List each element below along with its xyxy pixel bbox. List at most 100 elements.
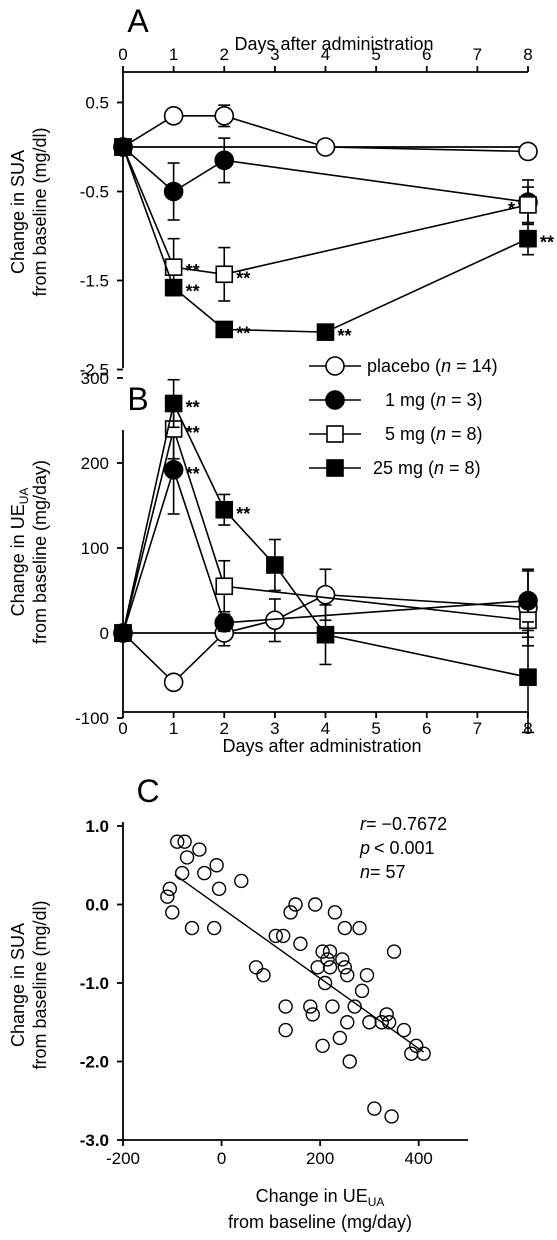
stat-p-value: < 0.001	[374, 838, 435, 858]
x-tick-label: 4	[321, 719, 330, 738]
legend-item-placebo: placebo (n = 14)	[309, 356, 498, 376]
marker-25mg	[215, 500, 234, 519]
scatter-point	[234, 873, 249, 889]
series-line-1mg	[122, 467, 529, 634]
marker-25mg	[316, 323, 335, 341]
significance-mark: **	[236, 504, 250, 524]
marker-1mg	[163, 459, 184, 480]
scatter-point	[209, 858, 224, 873]
x-tick-label: 6	[422, 45, 431, 64]
x-tick-label: 0	[217, 1149, 226, 1168]
scatter-point	[162, 881, 178, 896]
scatter-point	[381, 1015, 397, 1030]
stat-r: r= −0.7672	[360, 814, 447, 834]
legend-marker	[326, 425, 344, 443]
scatter-point	[268, 928, 283, 944]
x-tick-label: -200	[106, 1149, 140, 1168]
marker-25mg	[519, 229, 537, 248]
significance-mark: **	[186, 423, 200, 443]
x-tick-label: 400	[405, 1149, 433, 1168]
marker-5mg	[519, 196, 537, 214]
panel-c-y-title-line2: from baseline (mg/dl)	[30, 900, 50, 1069]
panel-b-y-title-main: Change in UE	[8, 504, 28, 616]
marker-25mg	[114, 624, 132, 642]
scatter-point	[315, 944, 330, 959]
scatter-point	[362, 1015, 377, 1030]
legend-label: 1 mg (n = 3)	[385, 390, 483, 410]
significance-mark: **	[186, 282, 200, 302]
stat-n-value: = 57	[370, 862, 406, 882]
panel-a-y-title-line2: from baseline (mg/dl)	[30, 127, 50, 296]
scatter-point	[322, 960, 338, 975]
series-line-placebo	[122, 593, 529, 684]
stat-n: n= 57	[360, 862, 406, 882]
scatter-point	[409, 1038, 424, 1054]
x-tick-label: 200	[306, 1149, 334, 1168]
scatter-point	[197, 865, 212, 881]
x-tick-label: 1	[169, 719, 178, 738]
scatter-point	[416, 1046, 431, 1061]
scatter-point	[283, 905, 298, 920]
scatter-point	[335, 952, 350, 967]
y-tick-label: -2.0	[80, 1053, 109, 1072]
series-25mg: **** ****	[114, 138, 554, 346]
y-tick-label: -100	[75, 709, 109, 728]
stat-p: p < 0.001	[359, 838, 435, 858]
scatter-point	[308, 897, 323, 912]
marker-25mg	[519, 668, 537, 687]
panel-a: A Days after administration Change in SU…	[8, 3, 554, 380]
legend-item-1mg: 1 mg (n = 3)	[309, 390, 483, 410]
significance-mark: **	[186, 261, 200, 281]
scatter-point	[325, 999, 340, 1014]
y-tick-label: 100	[81, 539, 109, 558]
marker-1mg	[214, 612, 235, 633]
scatter-point	[305, 1007, 320, 1022]
marker-placebo	[163, 672, 184, 693]
x-tick-label: 8	[523, 45, 532, 64]
panel-c: C Change in SUA from baseline (mg/dl) Ch…	[8, 773, 468, 1232]
panel-c-label: C	[136, 773, 159, 809]
x-tick-label: 0	[118, 719, 127, 738]
marker-25mg	[164, 394, 183, 413]
scatter-point	[206, 920, 222, 936]
scatter-point	[174, 865, 190, 881]
scatter-point	[337, 960, 352, 975]
marker-1mg	[214, 150, 235, 171]
marker-5mg	[215, 265, 234, 284]
series-line-5mg	[122, 426, 529, 634]
marker-placebo	[315, 584, 336, 605]
legend-label: 25 mg (n = 8)	[373, 458, 481, 478]
x-tick-label: 3	[270, 719, 279, 738]
scatter-point	[340, 1015, 355, 1030]
series-line-5mg	[122, 146, 529, 276]
scatter-point	[342, 1054, 357, 1069]
significance-mark: **	[236, 268, 250, 288]
panel-b: B Days after administration Change in UE…	[8, 369, 538, 756]
y-tick-label: 0	[100, 624, 109, 643]
panel-b-y-title-line1: Change in UEUA	[8, 488, 31, 617]
scatter-point	[248, 960, 264, 975]
scatter-point	[184, 920, 200, 936]
legend-marker	[326, 459, 344, 477]
panel-b-y-title-line2: from baseline (mg/day)	[30, 460, 50, 644]
x-tick-label: 7	[473, 719, 482, 738]
scatter-point	[179, 850, 195, 865]
marker-25mg	[316, 625, 335, 644]
panel-b-x-title: Days after administration	[222, 736, 421, 756]
scatter-point	[278, 1022, 293, 1038]
y-tick-label: 300	[81, 369, 109, 388]
marker-placebo	[315, 137, 336, 157]
y-tick-label: -0.5	[80, 183, 109, 202]
scatter-point	[359, 967, 375, 983]
scatter-point	[293, 936, 308, 951]
marker-placebo	[163, 106, 184, 126]
scatter-point	[256, 967, 271, 983]
scatter-point	[327, 905, 343, 920]
series-line-1mg	[122, 146, 529, 203]
x-tick-label: 1	[169, 45, 178, 64]
panel-a-x-title: Days after administration	[234, 34, 433, 54]
panel-b-label: B	[127, 381, 148, 417]
scatter-point	[165, 905, 180, 920]
y-tick-label: -2.5	[80, 361, 109, 380]
